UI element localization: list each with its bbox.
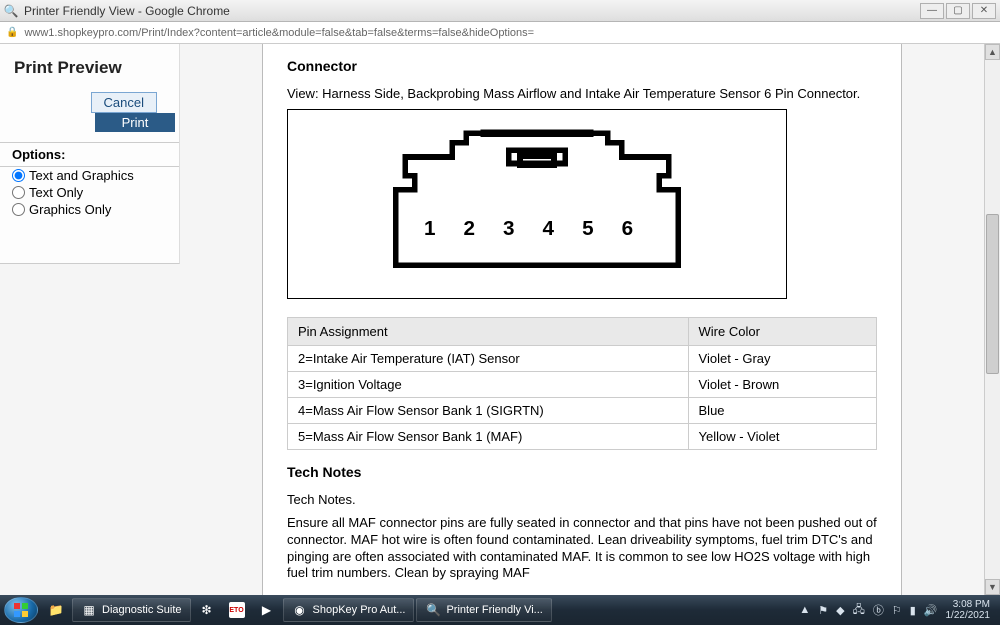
pin-label-1: 1 bbox=[424, 217, 436, 240]
option-label: Graphics Only bbox=[29, 202, 111, 217]
system-tray: ▲ ⚑ ◆ 🖧 ⓑ ⚐ ▮ 🔊 3:08 PM 1/22/2021 bbox=[799, 599, 996, 621]
sidebar-heading: Print Preview bbox=[0, 52, 179, 92]
address-bar[interactable]: 🔒 www1.shopkeypro.com/Print/Index?conten… bbox=[0, 22, 1000, 44]
tray-battery-icon[interactable]: ▮ bbox=[910, 604, 916, 617]
option-radio[interactable] bbox=[12, 169, 25, 182]
taskbar-item-label: Printer Friendly Vi... bbox=[446, 604, 542, 616]
url-text: www1.shopkeypro.com/Print/Index?content=… bbox=[24, 27, 534, 39]
connector-diagram: 1 2 3 4 5 6 bbox=[367, 124, 707, 284]
connector-heading: Connector bbox=[287, 58, 877, 74]
vertical-scrollbar[interactable]: ▲ ▼ bbox=[984, 44, 1000, 595]
option-text-only[interactable]: Text Only bbox=[0, 184, 179, 201]
table-row: 5=Mass Air Flow Sensor Bank 1 (MAF)Yello… bbox=[288, 423, 877, 449]
tray-flag-icon[interactable]: ⚑ bbox=[818, 604, 828, 617]
option-graphics-only[interactable]: Graphics Only bbox=[0, 201, 179, 218]
options-heading: Options: bbox=[0, 142, 179, 167]
tech-notes-body: Ensure all MAF connector pins are fully … bbox=[287, 515, 877, 583]
connector-diagram-box: 1 2 3 4 5 6 bbox=[287, 109, 787, 299]
tech-notes-lead: Tech Notes. bbox=[287, 492, 877, 509]
close-button[interactable]: ✕ bbox=[972, 3, 996, 19]
clock-time: 3:08 PM bbox=[946, 599, 991, 610]
table-cell: Yellow - Violet bbox=[688, 423, 876, 449]
scroll-thumb[interactable] bbox=[986, 214, 999, 374]
option-radio[interactable] bbox=[12, 203, 25, 216]
taskbar-item[interactable]: 🔍 Printer Friendly Vi... bbox=[416, 598, 551, 622]
table-cell: 2=Intake Air Temperature (IAT) Sensor bbox=[288, 345, 689, 371]
taskbar-item[interactable]: ETO bbox=[223, 598, 251, 622]
media-icon: ▶ bbox=[259, 602, 275, 618]
tray-volume-icon[interactable]: 🔊 bbox=[924, 604, 938, 617]
lock-icon: 🔒 bbox=[6, 27, 18, 38]
start-button[interactable] bbox=[4, 597, 38, 623]
pin-assignment-table: Pin AssignmentWire Color 2=Intake Air Te… bbox=[287, 317, 877, 450]
table-header: Wire Color bbox=[688, 317, 876, 345]
app-icon: 🔍 bbox=[4, 4, 18, 18]
print-icon: 🔍 bbox=[425, 602, 441, 618]
window-title: Printer Friendly View - Google Chrome bbox=[24, 4, 230, 18]
table-row: 4=Mass Air Flow Sensor Bank 1 (SIGRTN)Bl… bbox=[288, 397, 877, 423]
table-cell: 3=Ignition Voltage bbox=[288, 371, 689, 397]
folder-icon: 📁 bbox=[48, 602, 64, 618]
tray-flag2-icon[interactable]: ⚐ bbox=[892, 604, 902, 617]
window-titlebar: 🔍 Printer Friendly View - Google Chrome … bbox=[0, 0, 1000, 22]
document-viewport: Connector View: Harness Side, Backprobin… bbox=[180, 44, 984, 595]
app-icon: ▦ bbox=[81, 602, 97, 618]
pin-label-4: 4 bbox=[543, 217, 555, 240]
option-label: Text Only bbox=[29, 185, 83, 200]
option-radio[interactable] bbox=[12, 186, 25, 199]
print-sidebar: Print Preview Cancel Print Options: Text… bbox=[0, 44, 180, 264]
scroll-up-arrow[interactable]: ▲ bbox=[985, 44, 1000, 60]
pin-label-3: 3 bbox=[503, 217, 515, 240]
option-text-and-graphics[interactable]: Text and Graphics bbox=[0, 167, 179, 184]
chrome-icon: ◉ bbox=[292, 602, 308, 618]
taskbar-item[interactable]: ❇ bbox=[193, 598, 221, 622]
taskbar-item[interactable]: ◉ ShopKey Pro Aut... bbox=[283, 598, 415, 622]
scroll-down-arrow[interactable]: ▼ bbox=[985, 579, 1000, 595]
table-row: 3=Ignition VoltageViolet - Brown bbox=[288, 371, 877, 397]
taskbar-item[interactable]: ▶ bbox=[253, 598, 281, 622]
table-cell: Violet - Gray bbox=[688, 345, 876, 371]
table-cell: Blue bbox=[688, 397, 876, 423]
content-area: Print Preview Cancel Print Options: Text… bbox=[0, 44, 1000, 595]
taskbar-item-label: ShopKey Pro Aut... bbox=[313, 604, 406, 616]
table-row: 2=Intake Air Temperature (IAT) SensorVio… bbox=[288, 345, 877, 371]
cancel-button[interactable]: Cancel bbox=[91, 92, 157, 113]
minimize-button[interactable]: — bbox=[920, 3, 944, 19]
taskbar: 📁 ▦ Diagnostic Suite ❇ ETO ▶ ◉ ShopKey Pro Aut.… bbox=[0, 595, 1000, 625]
maximize-button[interactable]: ▢ bbox=[946, 3, 970, 19]
pin-label-2: 2 bbox=[463, 217, 475, 240]
taskbar-item-label: Diagnostic Suite bbox=[102, 604, 182, 616]
table-cell: 5=Mass Air Flow Sensor Bank 1 (MAF) bbox=[288, 423, 689, 449]
print-button[interactable]: Print bbox=[95, 113, 175, 132]
table-cell: Violet - Brown bbox=[688, 371, 876, 397]
taskbar-item[interactable]: 📁 bbox=[42, 598, 70, 622]
taskbar-clock[interactable]: 3:08 PM 1/22/2021 bbox=[946, 599, 991, 621]
tray-up-icon[interactable]: ▲ bbox=[799, 604, 810, 616]
clock-date: 1/22/2021 bbox=[946, 610, 991, 621]
table-header: Pin Assignment bbox=[288, 317, 689, 345]
view-description: View: Harness Side, Backprobing Mass Air… bbox=[287, 86, 877, 103]
tech-notes-heading: Tech Notes bbox=[287, 464, 877, 480]
tray-network-icon[interactable]: 🖧 bbox=[853, 601, 865, 620]
tray-bt-icon[interactable]: ⓑ bbox=[873, 602, 884, 618]
table-cell: 4=Mass Air Flow Sensor Bank 1 (SIGRTN) bbox=[288, 397, 689, 423]
document-page: Connector View: Harness Side, Backprobin… bbox=[262, 44, 902, 595]
taskbar-item[interactable]: ▦ Diagnostic Suite bbox=[72, 598, 191, 622]
pin-label-6: 6 bbox=[622, 217, 634, 240]
eto-icon: ETO bbox=[229, 602, 245, 618]
pin-label-5: 5 bbox=[582, 217, 594, 240]
evernote-icon: ❇ bbox=[199, 602, 215, 618]
tray-shield-icon[interactable]: ◆ bbox=[836, 604, 844, 617]
option-label: Text and Graphics bbox=[29, 168, 134, 183]
